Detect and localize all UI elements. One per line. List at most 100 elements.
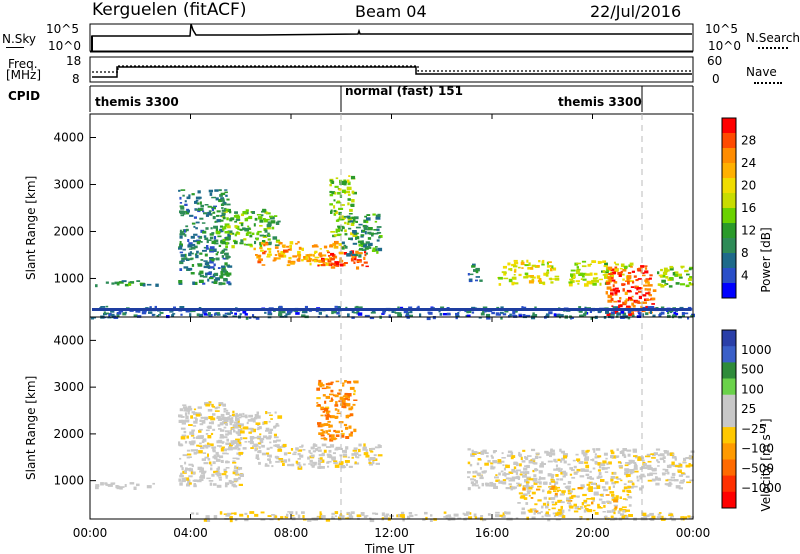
power-cell-3 [288, 256, 292, 260]
power-cell-10 [622, 269, 627, 272]
power-cell-6 [365, 220, 369, 224]
power-cell-3 [329, 245, 334, 248]
velocity-cell-5 [678, 474, 683, 477]
velocity-cell-4 [316, 402, 319, 404]
power-cell-6 [378, 236, 381, 239]
velocity-cell-3 [288, 458, 291, 462]
velocity-cell-5 [584, 461, 589, 464]
power-cell-2 [240, 222, 244, 227]
power-cell-10 [632, 305, 636, 308]
velocity-cell-6 [566, 502, 572, 504]
power-cell-11 [674, 271, 679, 274]
velocity-cell-5 [671, 472, 676, 476]
power-cell-12 [116, 313, 120, 317]
velocity-cell-3 [312, 450, 315, 453]
velocity-cell-7 [610, 515, 614, 519]
velocity-cell-1 [207, 425, 212, 429]
velocity-cell-3 [293, 451, 297, 454]
velocity-cell-1 [222, 403, 226, 407]
power-cell-9 [604, 262, 608, 266]
velocity-cell-5 [505, 464, 510, 469]
velocity-cell-5 [550, 478, 554, 481]
velocity-cell-7 [555, 518, 561, 521]
power-cell-8 [538, 281, 542, 284]
velocity-cell-1 [214, 407, 218, 410]
velocity-cell-4 [324, 414, 327, 417]
power-cell-3 [277, 250, 280, 253]
power-cell-6 [348, 227, 352, 230]
x-tick-label: 20:00 [575, 526, 610, 540]
velocity-cell-1 [206, 477, 211, 480]
power-cell-10 [628, 298, 633, 300]
power-cell-6 [362, 244, 367, 248]
velocity-cell-1 [219, 434, 224, 437]
power-cell-6 [378, 235, 383, 238]
power-cell-2 [257, 230, 262, 233]
power-cell-12 [545, 315, 550, 318]
power-cell-2 [216, 231, 221, 235]
velocity-cell-7 [453, 513, 459, 517]
velocity-cell-7 [231, 512, 236, 515]
power-cell-11 [689, 276, 693, 279]
velocity-cell-7 [469, 512, 472, 515]
power-cell-11 [685, 284, 690, 288]
power-cell-12 [382, 310, 386, 314]
velocity-cell-5 [486, 455, 489, 458]
velocity-cell-6 [526, 490, 532, 493]
power-cell-6 [352, 218, 356, 222]
power-cell-8 [550, 268, 553, 272]
velocity-cell-7 [274, 515, 278, 518]
velocity-cell-1 [192, 437, 196, 439]
main-panels: 00:00 04:00 08:00 12:00 16:00 20:00 00:00 4000… [24, 113, 782, 554]
velocity-cell-1 [218, 428, 222, 430]
noise-right-tick-top: 10^5 [705, 22, 738, 36]
velocity-cell-7 [688, 517, 694, 520]
velocity-cell-4 [338, 389, 342, 392]
velocity-cell-7 [504, 511, 507, 515]
velocity-cell-5 [474, 451, 479, 454]
power-cell-1 [221, 265, 226, 268]
power-cell-1 [210, 227, 213, 230]
power-cell-6 [376, 231, 380, 234]
velocity-cell-5 [627, 485, 632, 489]
power-cell-2 [243, 238, 247, 241]
power-cell-10 [610, 289, 613, 292]
velocity-cell-6 [603, 504, 606, 508]
power-cell-1 [179, 251, 184, 254]
velocity-cell-1 [205, 446, 209, 449]
power-cell-3 [301, 259, 304, 262]
velocity-cell-7 [463, 513, 469, 516]
power-cell-5 [350, 203, 355, 207]
power-cell-6 [345, 245, 348, 249]
power-cell-12 [215, 312, 220, 315]
velocity-cell-1 [212, 449, 216, 453]
velocity-cell-1 [199, 428, 203, 431]
power-cell-1 [222, 202, 227, 206]
velocity-cell-5 [557, 458, 561, 462]
velocity-cell-1 [223, 468, 227, 472]
power-cell-1 [215, 257, 220, 261]
power-cell-5 [329, 179, 333, 182]
power-cell-12 [173, 306, 176, 309]
power-cell-6 [355, 226, 361, 229]
power-cell-4 [322, 261, 325, 264]
freq-right-tick-top: 60 [707, 54, 722, 68]
velocity-cell-5 [477, 452, 481, 454]
velocity-cell-1 [185, 408, 191, 412]
velocity-cell-1 [191, 464, 194, 468]
power-cell-2 [234, 233, 237, 237]
power-cell-4 [364, 251, 367, 254]
power-cell-1 [213, 225, 218, 229]
power-cell-10 [651, 303, 655, 305]
power-cell-5 [338, 217, 342, 221]
power-cell-9 [569, 278, 574, 281]
velocity-cell-7 [468, 516, 473, 520]
power-cell-1 [193, 225, 196, 228]
velocity-cell-5 [666, 452, 671, 456]
power-cell-10 [627, 281, 630, 285]
velocity-cell-7 [284, 515, 289, 519]
velocity-cell-7 [280, 516, 284, 519]
velocity-colorbar-swatch [722, 378, 736, 396]
velocity-cell-5 [510, 456, 514, 460]
velocity-cell-5 [657, 478, 661, 481]
